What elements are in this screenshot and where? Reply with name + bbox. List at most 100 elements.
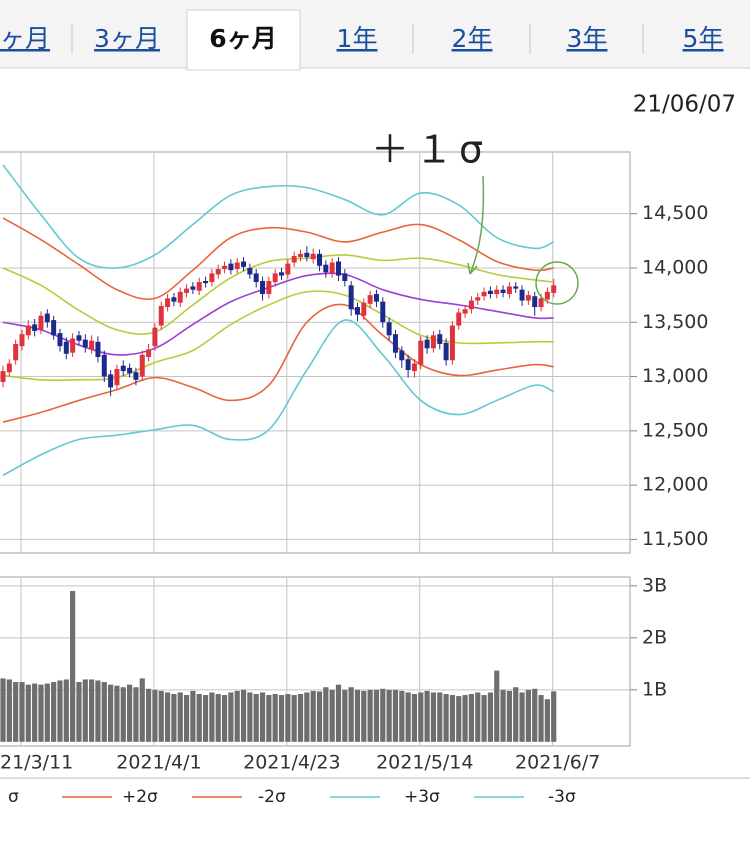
- volume-bar: [437, 692, 443, 742]
- candle-body: [266, 280, 272, 295]
- volume-bar: [63, 679, 69, 742]
- candle-body: [348, 285, 354, 310]
- candle-body: [25, 325, 31, 336]
- candle-body: [437, 334, 443, 344]
- volume-bar: [32, 683, 38, 742]
- candle-body: [386, 322, 392, 336]
- candle-body: [475, 297, 481, 301]
- y-tick-label: 11,500: [642, 528, 708, 550]
- candle-body: [462, 309, 468, 314]
- tab[interactable]: 1年: [337, 24, 378, 53]
- candle-body: [405, 359, 411, 371]
- volume-bar: [354, 689, 361, 742]
- tab[interactable]: 3年: [567, 24, 608, 53]
- candle-body: [285, 263, 291, 275]
- candle-body: [279, 272, 285, 276]
- volume-bar: [323, 687, 329, 742]
- candle-body: [494, 289, 500, 295]
- candle-body: [215, 269, 221, 275]
- volume-bar: [51, 682, 57, 742]
- candle-body: [551, 285, 557, 293]
- volume-bar: [291, 695, 297, 742]
- candle-body: [399, 350, 405, 361]
- tab[interactable]: 3ヶ月: [94, 24, 160, 53]
- candle-body: [329, 262, 335, 274]
- volume-bar: [164, 692, 171, 742]
- candle-body: [373, 294, 379, 302]
- volume-bar: [513, 687, 519, 742]
- candle-body: [443, 342, 449, 361]
- volume-bar: [57, 680, 63, 742]
- volume-bar: [272, 694, 278, 742]
- x-tick-label: 2021/5/14: [376, 752, 473, 774]
- y-tick-label: 1B: [642, 678, 667, 700]
- volume-bar: [475, 692, 481, 742]
- candle-body: [222, 265, 228, 270]
- y-tick-label: 2B: [642, 626, 667, 648]
- tab[interactable]: 5年: [683, 24, 724, 53]
- volume-bar: [411, 694, 418, 742]
- candle-body: [32, 324, 38, 331]
- candle-body: [260, 280, 266, 295]
- volume-bar: [196, 694, 202, 742]
- volume-bar: [506, 690, 512, 742]
- candle-body: [228, 263, 234, 271]
- volume-bar: [462, 695, 468, 742]
- candle-body: [392, 334, 398, 353]
- candle-body: [203, 280, 209, 284]
- volume-bar: [6, 679, 12, 742]
- volume-bar: [304, 692, 310, 742]
- volume-bar: [133, 687, 139, 742]
- volume-bar: [253, 694, 259, 742]
- candle-body: [51, 320, 57, 336]
- volume-bar: [25, 684, 31, 742]
- volume-bar: [114, 685, 120, 742]
- volume-bar: [76, 682, 82, 742]
- tabs: ヶ月 3ヶ月 6ヶ月 1年 2年 3年 5年: [0, 24, 723, 54]
- volume-bar: [297, 694, 304, 742]
- candle-body: [95, 341, 101, 358]
- candle-body: [127, 367, 133, 374]
- candle-body: [304, 252, 310, 258]
- candle-body: [171, 297, 177, 302]
- volume-bar: [285, 694, 291, 742]
- candle-body: [310, 253, 316, 260]
- legend-label: -2σ: [258, 787, 286, 807]
- volume-chart: 1B 2B 3B 21/3/11 2021/4/1 2021/4/23 2021/5/14 2…: [0, 574, 667, 774]
- volume-bar: [348, 687, 354, 742]
- price-chart: 11,500 12,000 12,500 13,000 13,500 14,000 14,5…: [0, 151, 708, 554]
- candle-body: [380, 301, 386, 323]
- candle-body: [532, 296, 538, 308]
- candle-body: [234, 262, 240, 270]
- volume-bar: [101, 682, 107, 742]
- tab[interactable]: ヶ月: [0, 24, 50, 53]
- candle-body: [538, 298, 544, 308]
- volume-bar: [392, 689, 399, 742]
- legend: σ +2σ -2σ +3σ -3σ: [8, 787, 576, 807]
- candle-body: [190, 286, 196, 290]
- volume-bar: [13, 682, 19, 742]
- volume-bar: [82, 679, 88, 742]
- candle-body: [209, 273, 215, 283]
- y-tick-label: 14,000: [642, 256, 708, 278]
- candle-body: [13, 343, 19, 361]
- volume-bar: [487, 692, 494, 742]
- chart-date: 21/06/07: [633, 92, 736, 118]
- candle-body: [449, 325, 455, 361]
- volume-bar: [380, 688, 386, 742]
- volume-bar: [190, 690, 196, 742]
- annotation-arrowhead: [467, 262, 478, 275]
- volume-bar: [468, 694, 475, 742]
- volume-bar: [386, 689, 392, 742]
- candle-body: [430, 335, 436, 349]
- candle-body: [63, 341, 69, 354]
- volume-bar: [108, 684, 114, 742]
- volume-bar: [544, 699, 550, 742]
- volume-bar: [171, 694, 177, 742]
- legend-label: +3σ: [404, 787, 440, 807]
- candle-body: [120, 365, 126, 372]
- volume-bar: [424, 690, 430, 742]
- candle-body: [89, 340, 95, 350]
- volume-bar: [120, 687, 126, 742]
- tab[interactable]: 2年: [452, 24, 493, 53]
